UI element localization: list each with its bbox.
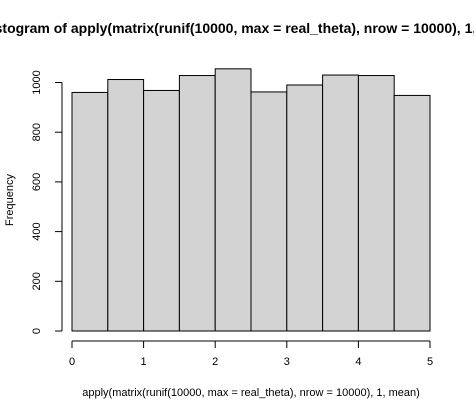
histogram-bar — [71, 91, 109, 332]
histogram-bar — [178, 75, 216, 332]
histogram-bar — [357, 75, 395, 332]
histogram-bar — [214, 68, 252, 332]
x-axis-label: apply(matrix(runif(10000, max = real_the… — [82, 387, 420, 399]
histogram-bar — [322, 74, 359, 332]
x-tick-label: 2 — [212, 356, 218, 368]
y-axis: 0 200 400 600 800 1000 — [31, 70, 63, 334]
y-tick-label: 1000 — [31, 70, 43, 94]
y-tick-label: 800 — [31, 123, 43, 141]
y-tick-label: 400 — [31, 222, 43, 240]
y-tick-label: 0 — [31, 328, 43, 334]
histogram-bar — [286, 84, 324, 332]
bars-group — [71, 68, 431, 332]
x-tick-label: 1 — [141, 356, 147, 368]
histogram-bar — [250, 91, 288, 332]
chart-title: Histogram of apply(matrix(runif(10000, m… — [0, 20, 474, 36]
x-tick-label: 3 — [284, 356, 290, 368]
y-tick-label: 600 — [31, 173, 43, 191]
x-axis: 0 1 2 3 4 5 — [69, 340, 433, 368]
histogram-bar — [143, 89, 180, 332]
x-tick-label: 4 — [355, 356, 361, 368]
x-tick-label: 5 — [427, 356, 433, 368]
histogram-bar — [107, 79, 145, 332]
y-tick-label: 200 — [31, 272, 43, 290]
histogram-bar — [393, 94, 431, 332]
x-tick-label: 0 — [69, 356, 75, 368]
y-axis-label: Frequency — [4, 174, 16, 226]
